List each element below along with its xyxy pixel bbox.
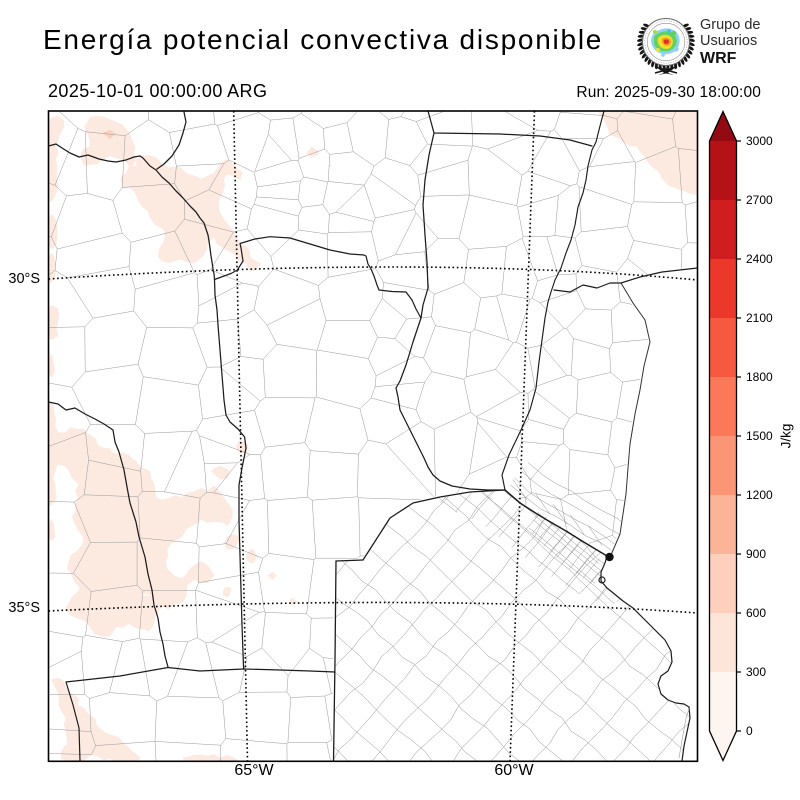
svg-text:Usuarios: Usuarios — [700, 33, 757, 49]
svg-text:Grupo de: Grupo de — [700, 17, 760, 33]
svg-text:WRF: WRF — [700, 50, 737, 67]
